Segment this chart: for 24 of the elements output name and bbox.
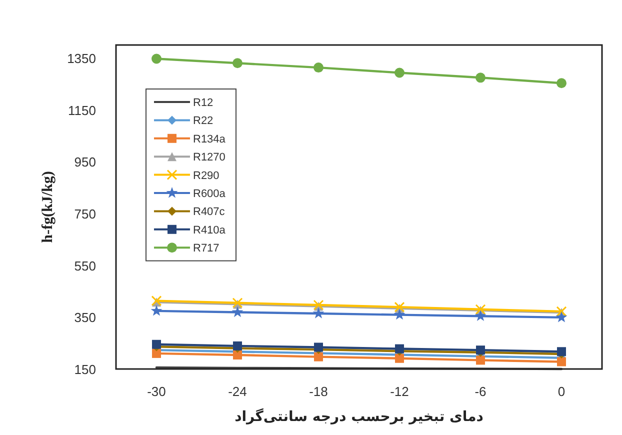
x-tick-label: 0 <box>558 384 566 399</box>
legend-label: R12 <box>193 97 214 109</box>
y-tick-label: 550 <box>74 258 96 274</box>
y-tick-label: 1350 <box>67 50 96 66</box>
y-tick-label: 1150 <box>68 102 96 118</box>
legend-label: R290 <box>193 170 220 182</box>
y-axis-title: h-fg(kJ/kg) <box>40 171 56 243</box>
x-axis-title: دمای تبخیر برحسب درجه سانتی‌گراد <box>234 408 484 425</box>
x-tick-label: -18 <box>309 384 328 399</box>
y-tick-label: 350 <box>74 310 96 326</box>
legend-label: R407c <box>193 206 226 218</box>
legend-label: R22 <box>193 115 214 128</box>
legend-label: R717 <box>193 242 220 255</box>
legend-label: R410a <box>193 224 226 236</box>
legend-label: R134a <box>193 133 226 146</box>
legend-label: R600a <box>193 188 226 200</box>
y-tick-label: 150 <box>74 362 96 377</box>
x-tick-label: -24 <box>228 384 247 399</box>
y-tick-label: 950 <box>74 154 96 170</box>
x-tick-label: -12 <box>390 384 409 399</box>
y-tick-label: 750 <box>74 206 96 222</box>
legend-label: R1270 <box>193 152 226 164</box>
x-tick-label: -30 <box>147 384 166 399</box>
x-tick-label: -6 <box>474 384 486 399</box>
